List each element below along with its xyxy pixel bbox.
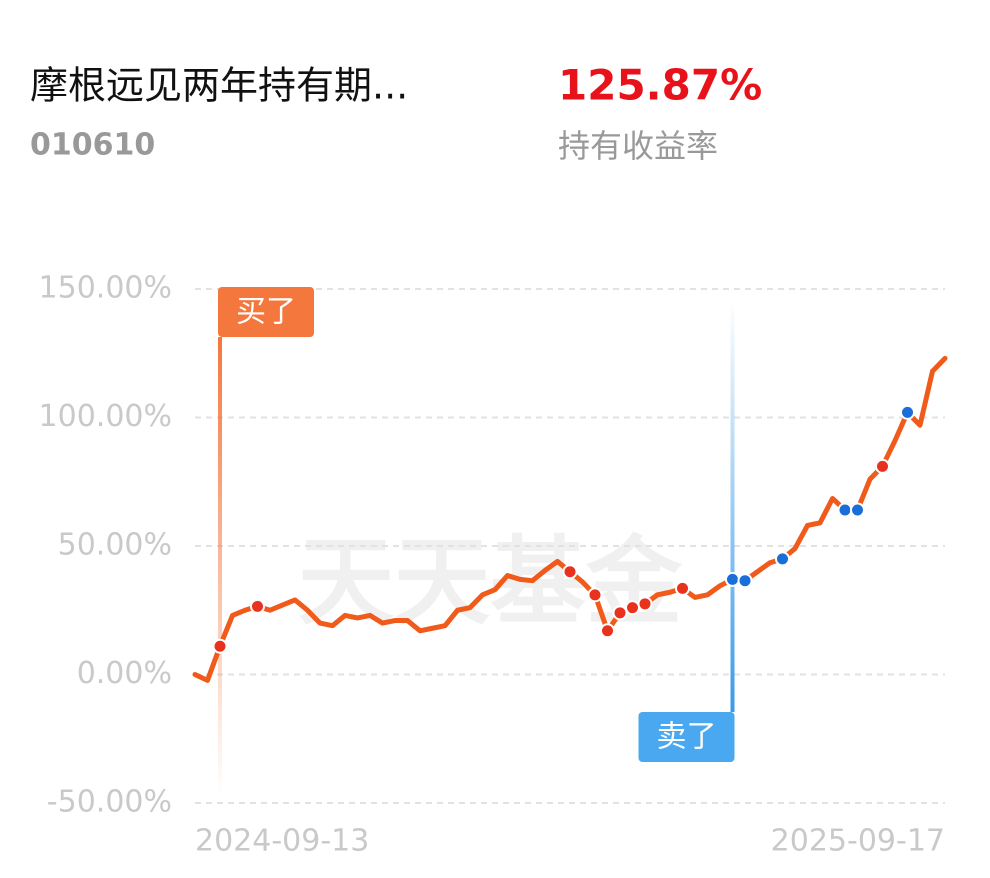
- trade-dot: [587, 587, 603, 603]
- trade-dot: [625, 600, 640, 616]
- y-tick-label: 50.00%: [58, 528, 172, 563]
- marker-label-box: [218, 287, 314, 337]
- marker-label: 买了: [236, 295, 296, 330]
- x-tick-label: 2024-09-13: [195, 824, 369, 859]
- trade-dot: [900, 404, 915, 420]
- trade-dot: [737, 573, 753, 589]
- x-tick-label: 2025-09-17: [771, 824, 945, 859]
- trade-dot: [562, 564, 578, 580]
- trade-dot: [600, 623, 615, 639]
- fund-title: 摩根远见两年持有期...: [30, 64, 408, 108]
- y-tick-label: 100.00%: [39, 399, 172, 434]
- marker-label: 卖了: [657, 720, 717, 755]
- fund-code: 010610: [30, 128, 155, 163]
- trade-dot: [675, 580, 690, 596]
- y-tick-label: -50.00%: [47, 785, 172, 820]
- y-tick-label: 0.00%: [77, 656, 172, 691]
- trade-dot: [775, 551, 790, 567]
- return-label: 持有收益率: [558, 127, 718, 165]
- marker-label-box: [638, 712, 735, 762]
- trade-dot: [850, 502, 865, 518]
- marker-line: [218, 337, 222, 795]
- trade-dot: [837, 502, 853, 518]
- trade-dot: [612, 605, 628, 621]
- return-value: 125.87%: [558, 61, 762, 110]
- trade-dot: [875, 458, 890, 474]
- y-tick-label: 150.00%: [39, 271, 172, 306]
- trade-dot: [725, 571, 740, 587]
- marker-line: [730, 300, 735, 712]
- trade-dot: [637, 596, 653, 612]
- trade-dot: [250, 598, 265, 614]
- plot: -50.00% 0.00% 50.00% 100.00% 150.00% 2024-09-…: [39, 271, 948, 859]
- trade-dot: [212, 638, 228, 654]
- watermark: 天天基金: [298, 525, 683, 638]
